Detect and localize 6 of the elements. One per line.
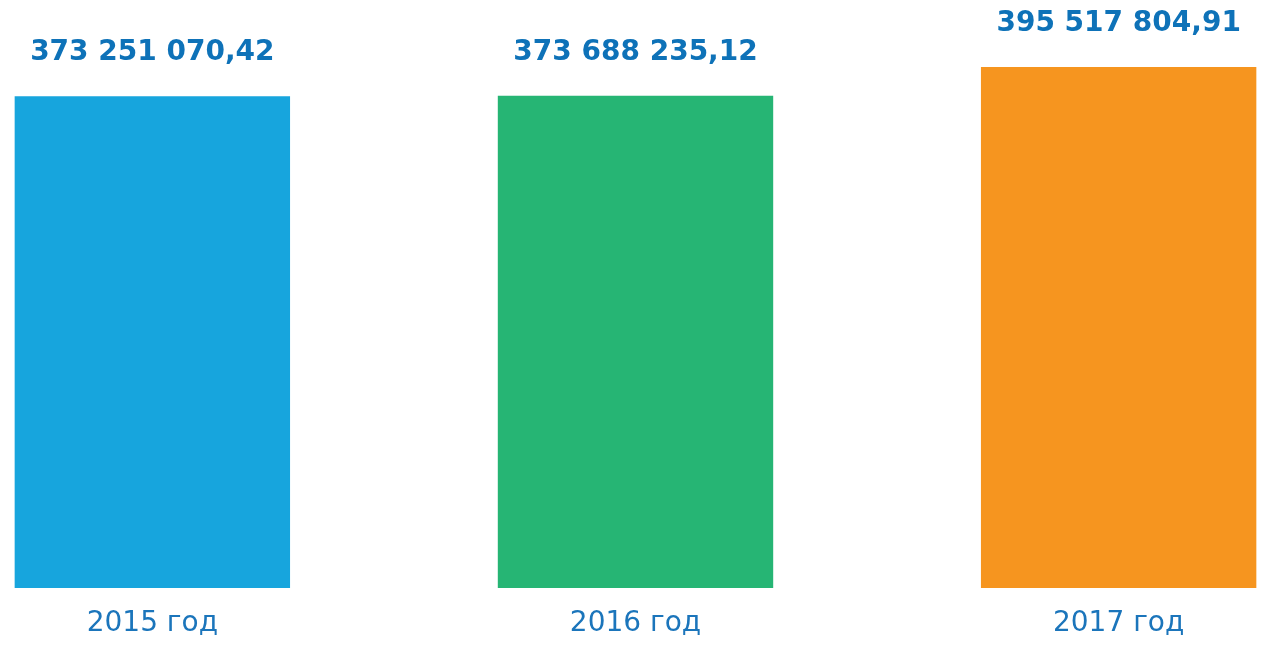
x-tick-label: 2017 год: [1052, 604, 1185, 638]
x-tick-label: 2016 год: [569, 604, 702, 638]
data-label: 373 688 235,12: [513, 33, 758, 67]
x-tick-label: 2015 год: [86, 604, 219, 638]
data-label: 395 517 804,91: [996, 4, 1241, 38]
data-label: 373 251 070,42: [30, 34, 275, 68]
